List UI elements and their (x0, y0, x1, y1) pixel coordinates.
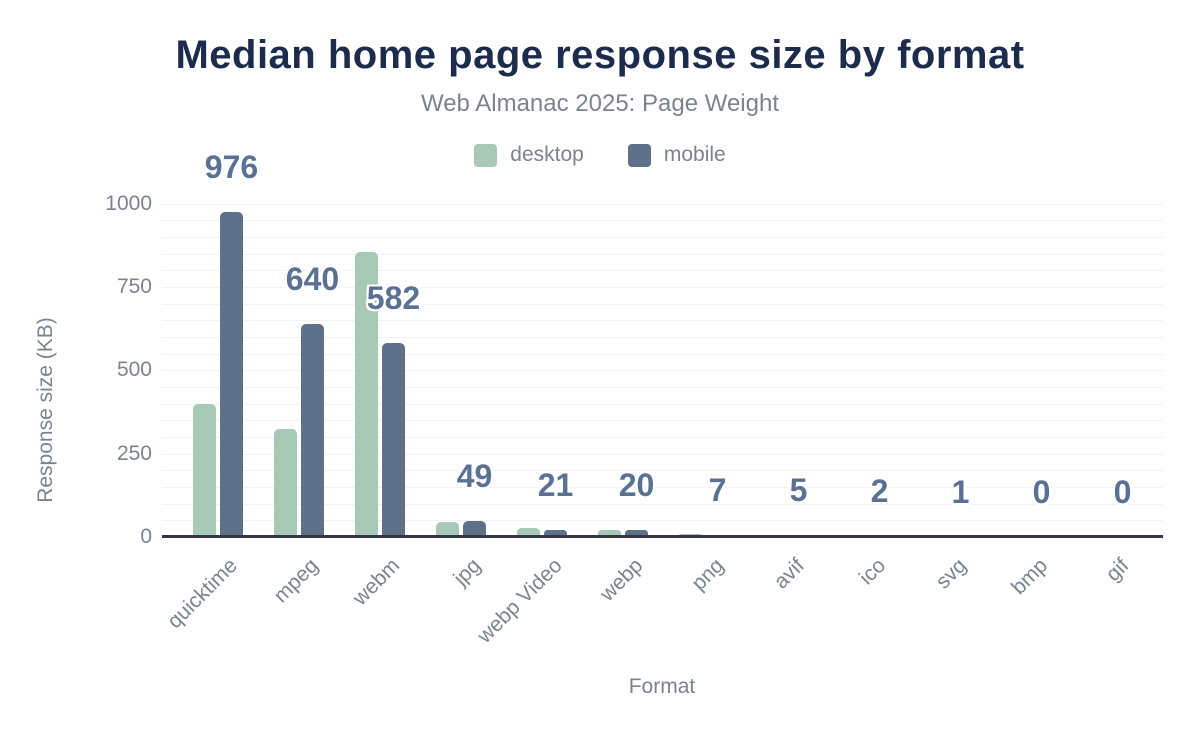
bar-desktop-webp (598, 530, 621, 537)
y-tick-label-250: 250 (116, 441, 152, 465)
x-tick-webm: webm (348, 554, 405, 610)
value-label-mpeg: 640 (285, 260, 340, 297)
gridline-400 (162, 403, 1163, 405)
value-label-jpg: 49 (456, 457, 493, 494)
gridline-550 (162, 353, 1163, 355)
x-axis-title: Format (628, 675, 696, 698)
value-label-webp-video: 21 (537, 466, 574, 503)
gridline-650 (162, 320, 1163, 322)
gridline-1000 (162, 203, 1163, 205)
x-tick-quicktime: quicktime (163, 554, 243, 633)
bar-desktop-webm (355, 251, 378, 537)
value-label-avif: 5 (789, 472, 808, 509)
value-label-svg: 1 (951, 473, 970, 510)
mobile-legend-swatch-icon (627, 143, 651, 167)
x-tick-svg: svg (931, 554, 972, 594)
gridline-850 (162, 253, 1163, 255)
gridline-200 (162, 470, 1163, 472)
gridline-600 (162, 336, 1163, 338)
x-tick-webp: webp (595, 554, 648, 606)
y-tick-label-500: 500 (116, 358, 152, 382)
bar-mobile-webp (625, 530, 648, 537)
bar-mobile-webm (382, 342, 405, 537)
gridline-300 (162, 436, 1163, 438)
bar-mobile-webp-video (544, 529, 567, 537)
value-label-webp: 20 (618, 467, 655, 504)
x-tick-jpg: jpg (449, 554, 486, 591)
gridline-50 (162, 520, 1163, 522)
gridline-900 (162, 236, 1163, 238)
y-tick-label-0: 0 (140, 525, 152, 548)
value-label-png: 7 (708, 471, 727, 508)
bar-mobile-mpeg (301, 323, 324, 537)
legend-item-desktop: desktop (474, 143, 584, 167)
desktop-legend-swatch-icon (474, 143, 498, 167)
y-tick-label-750: 750 (116, 274, 152, 298)
y-tick-label-1000: 1000 (105, 191, 152, 215)
bar-desktop-quicktime (193, 403, 216, 537)
bar-desktop-webp-video (517, 527, 540, 537)
value-label-bmp: 0 (1032, 474, 1051, 510)
value-label-quicktime: 976 (204, 148, 259, 185)
x-tick-avif: avif (769, 554, 810, 594)
bar-desktop-jpg (436, 521, 459, 537)
x-tick-png: png (687, 554, 729, 596)
value-label-gif: 0 (1113, 474, 1132, 510)
gridline-500 (162, 370, 1163, 372)
bar-mobile-quicktime (220, 211, 243, 537)
gridline-450 (162, 386, 1163, 388)
chart-title: Median home page response size by format (175, 33, 1025, 77)
x-tick-gif: gif (1101, 554, 1134, 586)
value-label-ico: 2 (870, 473, 889, 510)
y-axis-title: Response size (KB) (34, 317, 57, 503)
gridline-750 (162, 286, 1163, 288)
gridline-800 (162, 270, 1163, 272)
legend-label-desktop: desktop (510, 143, 584, 166)
legend-label-mobile: mobile (663, 143, 726, 166)
gridline-100 (162, 503, 1163, 505)
x-tick-bmp: bmp (1007, 554, 1053, 600)
x-tick-mpeg: mpeg (269, 554, 324, 608)
x-tick-webp-video: webp Video (472, 554, 567, 648)
x-tick-ico: ico (855, 554, 891, 590)
gridline-250 (162, 453, 1163, 455)
chart-subtitle: Web Almanac 2025: Page Weight (420, 90, 779, 117)
legend: desktop mobile (0, 143, 1200, 167)
value-label-webm: 582 (366, 279, 421, 316)
x-axis-line (162, 535, 1163, 538)
gridline-350 (162, 420, 1163, 422)
gridline-700 (162, 303, 1163, 305)
gridline-150 (162, 486, 1163, 488)
gridline-950 (162, 220, 1163, 222)
legend-item-mobile: mobile (627, 143, 726, 167)
bar-mobile-jpg (463, 520, 486, 537)
bar-desktop-mpeg (274, 428, 297, 537)
